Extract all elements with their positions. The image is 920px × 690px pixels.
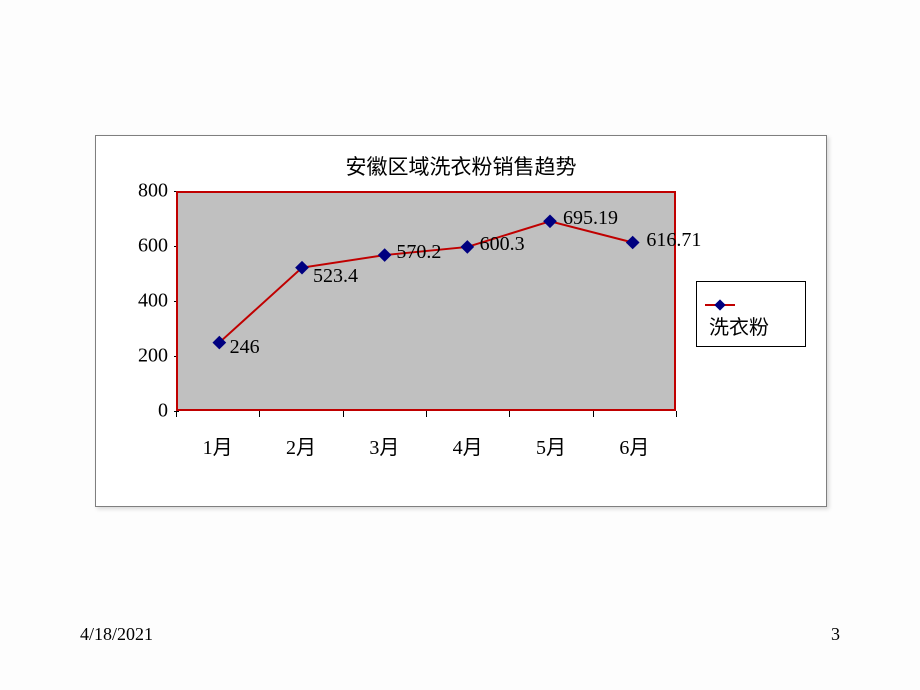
legend-label: 洗衣粉 — [709, 311, 769, 340]
marker-diamond-icon — [460, 240, 474, 254]
x-tick-label: 6月 — [619, 431, 649, 460]
x-tick-label: 3月 — [369, 431, 399, 460]
footer-date: 4/18/2021 — [80, 624, 153, 645]
x-tick-mark — [676, 411, 677, 417]
y-tick-label: 400 — [138, 290, 168, 313]
y-axis: 0200400600800 — [116, 191, 176, 411]
chart-title: 安徽区域洗衣粉销售趋势 — [96, 151, 826, 181]
y-tick-label: 0 — [158, 400, 168, 423]
chart-container: 安徽区域洗衣粉销售趋势 0 200 400 600 800 1月 2月 3月 4月 5月 6月 洗… — [95, 135, 827, 507]
data-label: 570.2 — [396, 241, 441, 264]
data-label: 695.19 — [563, 207, 618, 230]
x-tick-mark — [343, 411, 344, 417]
slide: 安徽区域洗衣粉销售趋势 0 200 400 600 800 1月 2月 3月 4月 5月 6月 洗… — [0, 0, 920, 690]
x-axis-labels: 1月 2月 3月 4月 5月 6月 — [176, 431, 676, 461]
data-label: 616.71 — [646, 229, 701, 252]
y-tick-label: 600 — [138, 235, 168, 258]
x-tick-label: 4月 — [453, 431, 483, 460]
data-label: 600.3 — [480, 233, 525, 256]
marker-diamond-icon — [378, 248, 392, 262]
plot-wrapper: 0200400600800 1月2月3月4月5月6月 洗衣粉 246523.45… — [116, 191, 806, 491]
x-tick-mark — [259, 411, 260, 417]
y-tick-label: 800 — [138, 180, 168, 203]
legend-diamond-icon — [714, 300, 725, 311]
x-tick-mark — [176, 411, 177, 417]
x-tick-mark — [509, 411, 510, 417]
data-label: 246 — [230, 336, 260, 359]
legend: 洗衣粉 — [696, 281, 806, 347]
legend-marker — [705, 294, 735, 306]
y-tick-label: 200 — [138, 345, 168, 368]
x-tick-label: 1月 — [203, 431, 233, 460]
data-label: 523.4 — [313, 265, 358, 288]
marker-diamond-icon — [543, 215, 557, 229]
footer-page-number: 3 — [831, 624, 840, 645]
x-tick-label: 2月 — [286, 431, 316, 460]
series-line — [219, 221, 632, 342]
marker-diamond-icon — [626, 236, 640, 250]
x-tick-mark — [426, 411, 427, 417]
x-tick-mark — [593, 411, 594, 417]
x-tick-label: 5月 — [536, 431, 566, 460]
